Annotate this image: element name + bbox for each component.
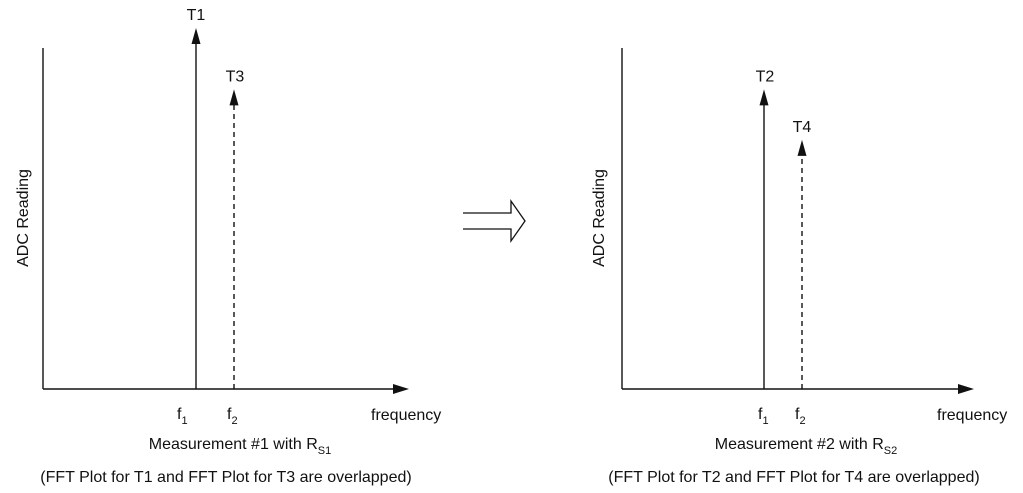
right-axes (621, 48, 974, 394)
left-tick-f2-sub: 2 (231, 415, 237, 427)
right-spike-t2-label: T2 (756, 68, 775, 85)
left-y-axis-label: ADC Reading (15, 169, 32, 267)
right-tick-f1-sub: 1 (762, 415, 768, 427)
right-caption-line1: Measurement #2 with RS2 (715, 436, 897, 457)
left-panel: ADC Reading T1 T3 f1 f2 frequency Measur… (15, 7, 441, 486)
right-spike-t4-arrowhead (797, 139, 807, 156)
left-caption-line1-sub: S1 (318, 445, 331, 457)
right-y-axis-label: ADC Reading (591, 169, 608, 267)
right-spike-t2: T2 (756, 68, 775, 389)
left-caption-line2: (FFT Plot for T1 and FFT Plot for T3 are… (40, 469, 411, 486)
right-spike-t4-label: T4 (793, 119, 812, 136)
hollow-right-arrow-icon (463, 198, 526, 244)
left-tick-f1-sub: 1 (181, 415, 187, 427)
right-tick-f1-letter: f (758, 406, 763, 423)
left-caption-line1: Measurement #1 with RS1 (149, 436, 331, 457)
left-spike-t1: T1 (187, 7, 206, 389)
left-spike-t3-label: T3 (226, 68, 245, 85)
right-tick-f2-letter: f (795, 406, 800, 423)
right-panel: ADC Reading T2 T4 f1 f2 frequency Measur… (591, 48, 1007, 486)
left-x-axis-label: frequency (371, 407, 441, 424)
right-caption-line1-sub: S2 (884, 445, 897, 457)
right-tick-f2-sub: 2 (799, 415, 805, 427)
left-tick-f2-letter: f (227, 406, 232, 423)
left-spike-t3: T3 (226, 68, 245, 389)
left-tick-f1: f1 (177, 406, 188, 427)
right-tick-f2: f2 (795, 406, 806, 427)
left-spike-t1-arrowhead (191, 28, 201, 44)
right-x-axis-arrowhead (958, 384, 974, 394)
left-tick-f1-letter: f (177, 406, 182, 423)
left-x-axis-arrowhead (393, 384, 409, 394)
right-x-axis-label: frequency (937, 407, 1007, 424)
right-tick-f1: f1 (758, 406, 769, 427)
left-spike-t3-arrowhead (229, 89, 239, 106)
right-spike-t2-arrowhead (759, 89, 769, 106)
left-spike-t1-label: T1 (187, 7, 206, 24)
left-axes (42, 48, 409, 394)
left-tick-f2: f2 (227, 406, 238, 427)
right-spike-t4: T4 (793, 119, 812, 389)
left-caption-line1-text: Measurement #1 with R (149, 436, 318, 453)
right-caption-line2: (FFT Plot for T2 and FFT Plot for T4 are… (608, 469, 979, 486)
right-caption-line1-text: Measurement #2 with R (715, 436, 884, 453)
